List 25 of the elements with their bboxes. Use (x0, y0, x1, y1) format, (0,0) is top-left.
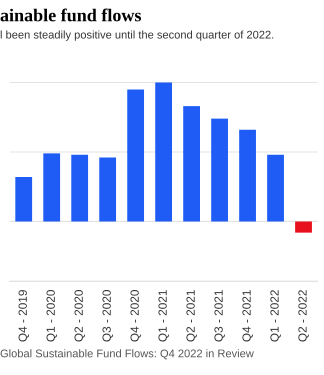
bar (295, 221, 312, 233)
x-tick-label: Q2 - 2021 (186, 290, 197, 342)
bar (267, 154, 284, 222)
x-tick-label: Q4 - 2020 (130, 290, 141, 342)
bar (155, 82, 172, 222)
chart-title: ainable fund flows (0, 8, 142, 22)
x-tick-label: Q3 - 2020 (102, 290, 113, 342)
x-tick-label: Q2 - 2020 (74, 290, 85, 342)
bar (43, 153, 60, 222)
bar (211, 118, 228, 222)
bar (71, 154, 88, 222)
bar (127, 89, 144, 222)
x-tick-label: Q4 - 2019 (18, 290, 29, 342)
x-tick-label: Q4 - 2021 (242, 290, 253, 342)
x-tick-label: Q1 - 2021 (158, 290, 169, 342)
bar (239, 130, 256, 222)
x-tick-label: Q2 - 2022 (298, 290, 309, 342)
x-tick-label: Q1 - 2020 (46, 290, 57, 342)
chart-subtitle: l been steadily positive until the second quarter of 2022. (0, 30, 274, 41)
bar (99, 158, 116, 222)
text: Global Sustainable Fund Flows: Q4 2022 in Review (0, 349, 254, 360)
bar (183, 106, 200, 222)
x-tick-label: Q1 - 2022 (270, 290, 281, 342)
bar (15, 177, 32, 222)
x-tick-label: Q3 - 2021 (214, 290, 225, 342)
